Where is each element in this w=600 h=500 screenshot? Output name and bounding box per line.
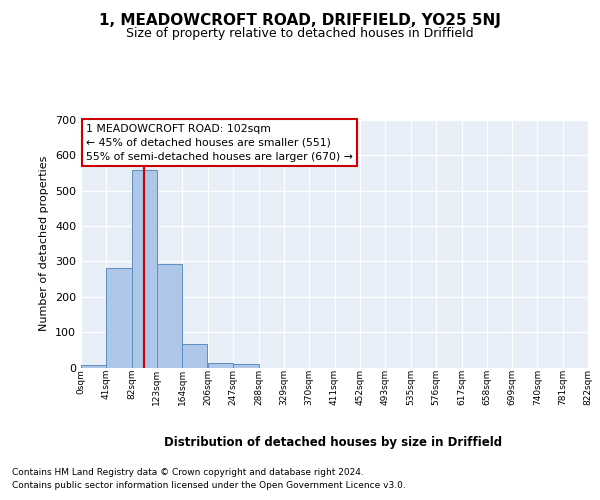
Text: Contains public sector information licensed under the Open Government Licence v3: Contains public sector information licen… <box>12 480 406 490</box>
Text: Size of property relative to detached houses in Driffield: Size of property relative to detached ho… <box>126 28 474 40</box>
Bar <box>106 268 131 368</box>
Text: 1, MEADOWCROFT ROAD, DRIFFIELD, YO25 5NJ: 1, MEADOWCROFT ROAD, DRIFFIELD, YO25 5NJ <box>99 12 501 28</box>
Bar <box>131 170 157 368</box>
Bar <box>81 364 106 368</box>
Bar <box>182 344 208 368</box>
Text: 1 MEADOWCROFT ROAD: 102sqm
← 45% of detached houses are smaller (551)
55% of sem: 1 MEADOWCROFT ROAD: 102sqm ← 45% of deta… <box>86 124 353 162</box>
Bar <box>157 264 182 368</box>
Y-axis label: Number of detached properties: Number of detached properties <box>40 156 49 332</box>
Text: Distribution of detached houses by size in Driffield: Distribution of detached houses by size … <box>164 436 502 449</box>
Bar <box>208 362 233 368</box>
Text: Contains HM Land Registry data © Crown copyright and database right 2024.: Contains HM Land Registry data © Crown c… <box>12 468 364 477</box>
Bar <box>233 364 259 368</box>
